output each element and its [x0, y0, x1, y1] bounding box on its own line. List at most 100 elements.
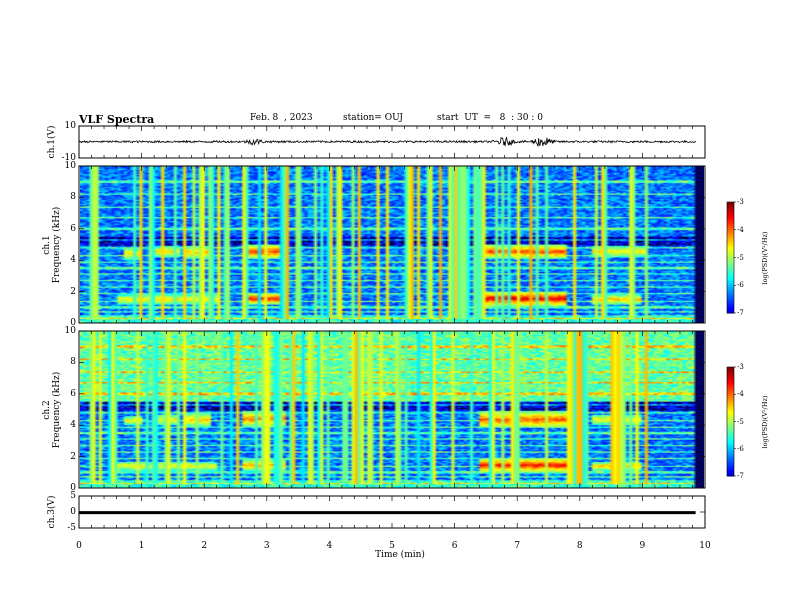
colorbar-segment — [727, 461, 734, 464]
colorbar-segment — [727, 213, 734, 216]
colorbar-segment — [727, 224, 734, 227]
x-tick-label: 3 — [263, 541, 270, 551]
colorbar-tick-label: -3 — [737, 198, 744, 206]
colorbar-segment — [727, 426, 734, 430]
colorbar-segment — [727, 459, 734, 462]
colorbar-segment — [727, 263, 734, 266]
y-tick-label: 0 — [70, 318, 76, 328]
x-tick-label: 6 — [451, 541, 458, 551]
colorbar-segment — [727, 445, 734, 448]
colorbar-segment — [727, 443, 734, 446]
colorbar-segment — [727, 272, 734, 275]
colorbar-segment — [727, 408, 734, 412]
y-tick-label: 8 — [70, 357, 76, 368]
colorbar-segment — [727, 421, 734, 424]
colorbar-segment — [727, 466, 734, 470]
colorbar-segment — [727, 283, 734, 286]
y-tick-label: 5 — [70, 491, 76, 501]
colorbar-segment — [727, 205, 734, 209]
colorbar-segment — [727, 298, 734, 301]
colorbar-segment — [727, 416, 734, 419]
colorbar-segment — [727, 279, 734, 283]
colorbar-segment — [727, 452, 734, 455]
colorbar-segment — [727, 311, 734, 314]
y-tick-label: 10 — [64, 121, 76, 131]
colorbar-segment — [727, 436, 734, 439]
x-tick-label: 10 — [699, 541, 711, 551]
colorbar-segment — [727, 251, 734, 255]
y-tick-label: 6 — [70, 223, 76, 234]
y-tick-label: -10 — [61, 153, 77, 163]
colorbar-segment — [727, 474, 734, 477]
colorbar-segment — [727, 309, 734, 312]
y-tick-label: 4 — [70, 255, 76, 266]
colorbar-segment — [727, 261, 734, 264]
colorbar-segment — [727, 454, 734, 457]
colorbar-segment — [727, 401, 734, 404]
colorbar-segment — [727, 406, 734, 410]
colorbar-segment — [727, 296, 734, 299]
colorbar-segment — [727, 250, 734, 253]
colorbar-segment — [727, 235, 734, 238]
colorbar-segment — [727, 239, 734, 242]
y-tick-label: 6 — [70, 388, 76, 399]
colorbar-segment — [727, 428, 734, 432]
x-tick-label: 1 — [138, 541, 145, 551]
colorbar-segment — [727, 303, 734, 307]
colorbar-segment — [727, 465, 734, 468]
colorbar-segment — [727, 472, 734, 475]
colorbar-segment — [727, 417, 734, 421]
colorbar-segment — [727, 370, 734, 373]
colorbar-segment — [727, 209, 734, 212]
colorbar-segment — [727, 448, 734, 452]
figure-title: VLF Spectra — [79, 113, 155, 126]
colorbar-tick-label: -5 — [737, 417, 744, 426]
colorbar-segment — [727, 290, 734, 294]
colorbar-segment — [727, 270, 734, 273]
colorbar-segment — [727, 218, 734, 221]
colorbar-segment — [727, 222, 734, 225]
colorbar-tick-label: -6 — [737, 281, 744, 290]
colorbar-tick-label: -4 — [737, 390, 744, 399]
colorbar-segment — [727, 292, 734, 295]
colorbar-segment — [727, 437, 734, 441]
colorbar-segment — [727, 434, 734, 437]
colorbar-tick-label: -6 — [737, 444, 744, 453]
colorbar-segment — [727, 368, 734, 372]
colorbar-segment — [727, 430, 734, 433]
colorbar-segment — [727, 240, 734, 244]
colorbar-segment — [727, 468, 734, 472]
colorbar-segment — [727, 231, 734, 234]
colorbar-segment — [727, 450, 734, 453]
colorbar-segment — [727, 463, 734, 466]
colorbar-segment — [727, 432, 734, 435]
colorbar-label: log(PSD)(V²/Hz) — [761, 231, 769, 284]
colorbar-segment — [727, 211, 734, 214]
x-tick-label: 4 — [326, 541, 333, 551]
colorbar-segment — [727, 214, 734, 218]
colorbar-segment — [727, 412, 734, 415]
colorbar-segment — [727, 394, 734, 397]
colorbar-segment — [727, 392, 734, 395]
colorbar-segment — [727, 405, 734, 408]
colorbar-segment — [727, 446, 734, 450]
x-axis-label: Time (min) — [375, 550, 425, 560]
y-axis-label: ch.1 Frequency (kHz) — [42, 206, 62, 283]
colorbar-segment — [727, 456, 734, 459]
colorbar-segment — [727, 277, 734, 281]
colorbar-segment — [727, 374, 734, 377]
colorbar-segment — [727, 237, 734, 240]
colorbar-segment — [727, 288, 734, 292]
station-label: station= OUJ — [343, 113, 404, 123]
colorbar-segment — [727, 274, 734, 277]
colorbar-tick-label: -7 — [737, 472, 744, 480]
colorbar-segment — [727, 216, 734, 220]
spectrogram-ch1 — [80, 166, 704, 323]
colorbar-segment — [727, 386, 734, 390]
colorbar-segment — [727, 266, 734, 270]
colorbar-segment — [727, 203, 734, 207]
colorbar-segment — [727, 441, 734, 444]
colorbar-segment — [727, 248, 734, 251]
colorbar-segment — [727, 264, 734, 268]
